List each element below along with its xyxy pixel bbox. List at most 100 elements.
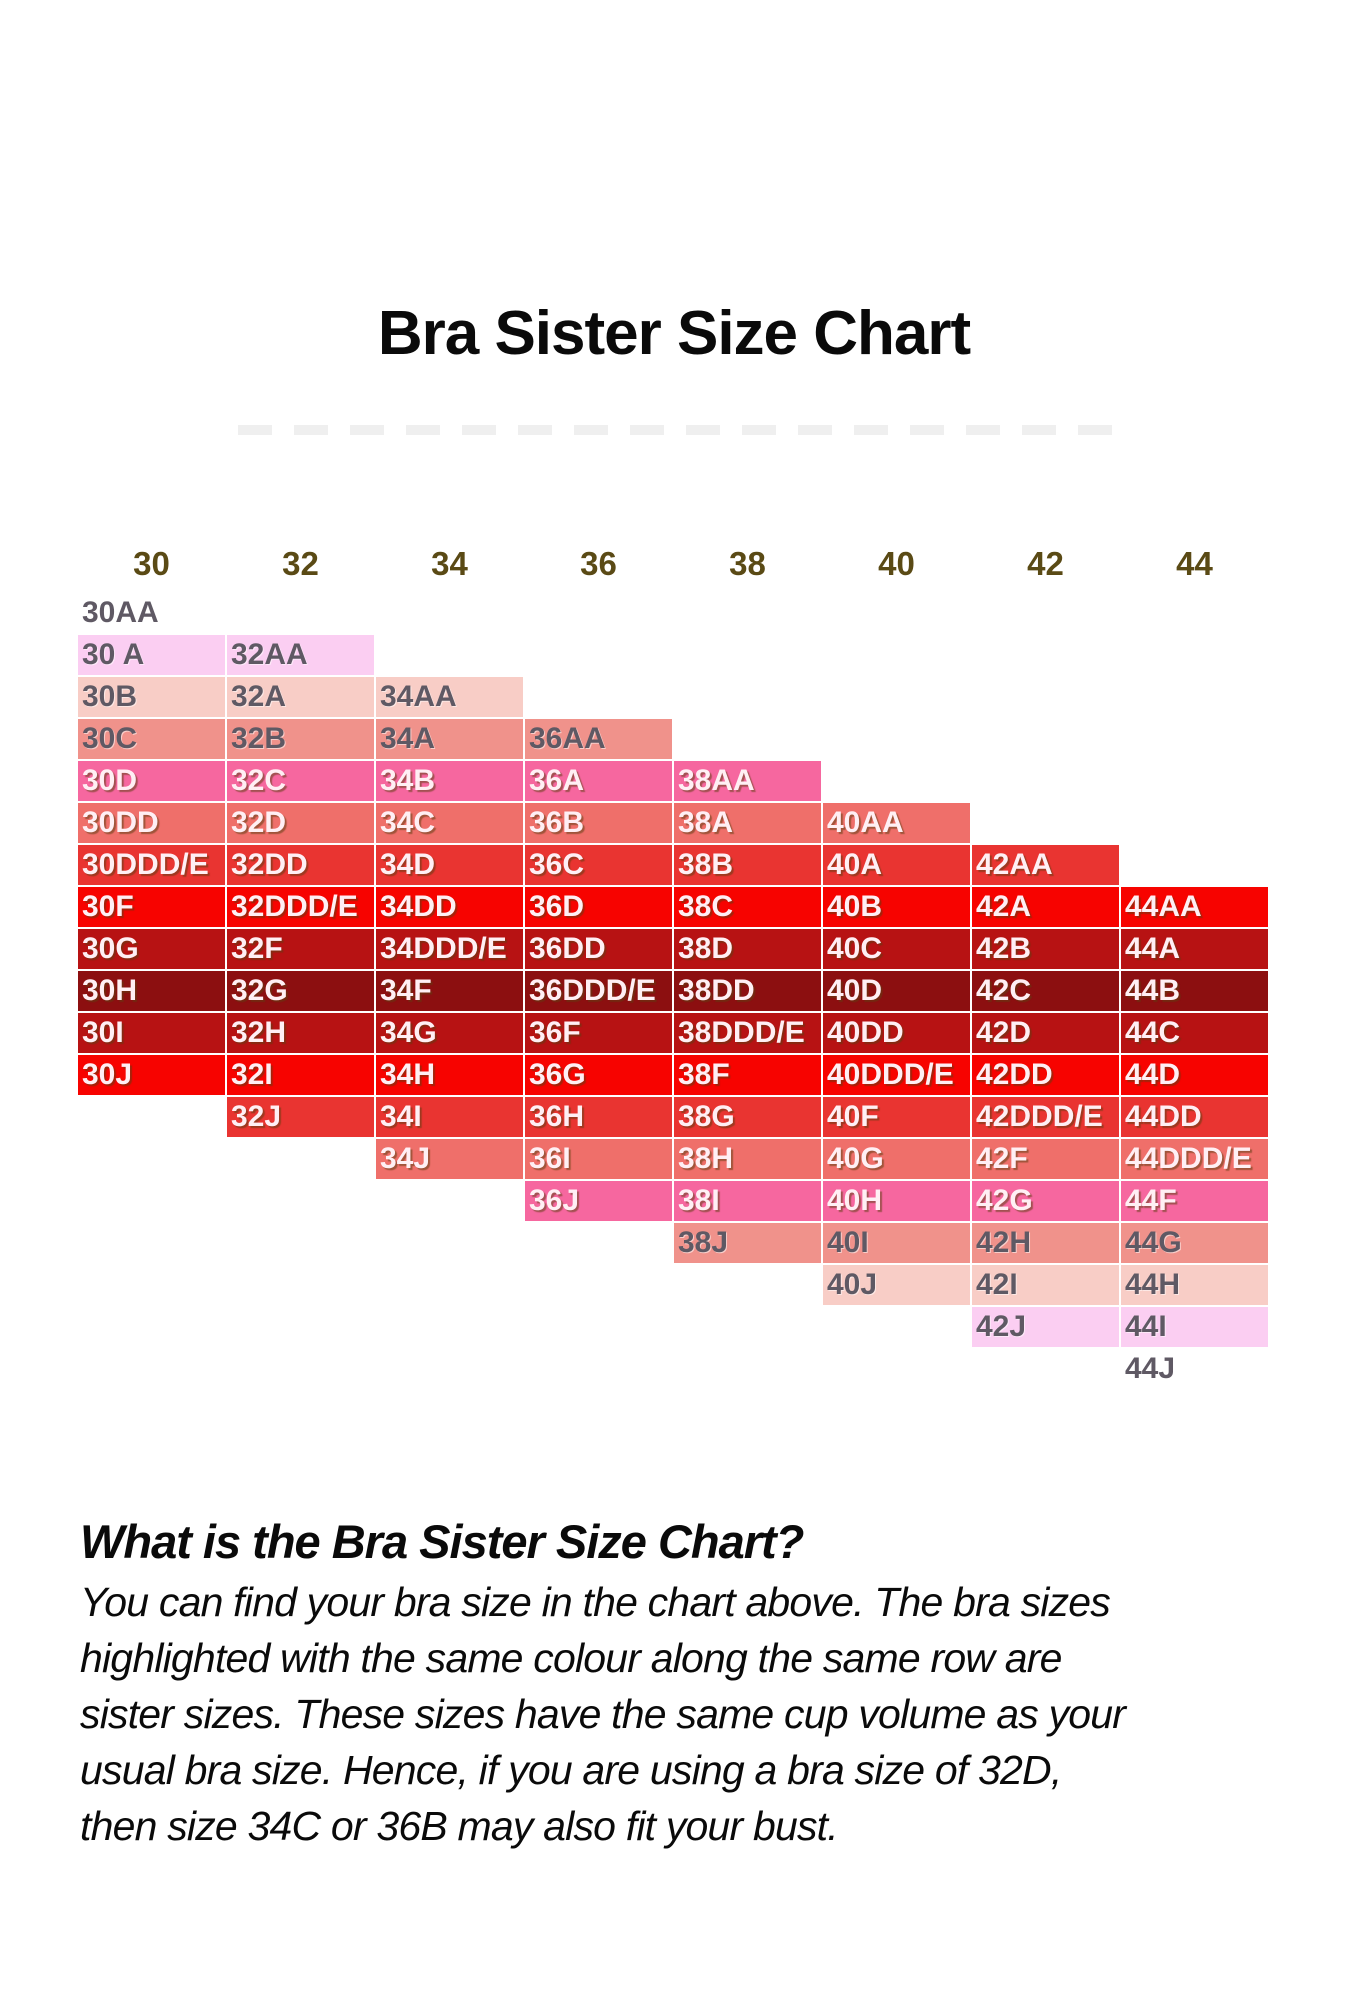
size-cell-40ddd-e: 40DDD/E (823, 1055, 970, 1095)
size-cell-44g: 44G (1121, 1223, 1268, 1263)
size-cell-38f: 38F (674, 1055, 821, 1095)
info-paragraph-line: usual bra size. Hence, if you are using … (80, 1747, 1062, 1793)
size-cell-36i: 36I (525, 1139, 672, 1179)
size-cell-44f: 44F (1121, 1181, 1268, 1221)
size-cell-40a: 40A (823, 845, 970, 885)
size-cell-36ddd-e: 36DDD/E (525, 971, 672, 1011)
size-cell-34b: 34B (376, 761, 523, 801)
size-cell-42f: 42F (972, 1139, 1119, 1179)
column-header-34: 34 (431, 545, 468, 582)
size-cell-32g: 32G (227, 971, 374, 1011)
size-cell-34aa: 34AA (376, 677, 523, 717)
info-section: What is the Bra Sister Size Chart? You c… (80, 1510, 1310, 1854)
size-cell-38j: 38J (674, 1223, 821, 1263)
faded-watermark-line (238, 425, 1113, 435)
size-cell-34g: 34G (376, 1013, 523, 1053)
size-cell-30-a: 30 A (78, 635, 225, 675)
size-cell-34j: 34J (376, 1139, 523, 1179)
column-header-44: 44 (1176, 545, 1213, 582)
size-cell-32j: 32J (227, 1097, 374, 1137)
size-cell-44a: 44A (1121, 929, 1268, 969)
size-cell-34h: 34H (376, 1055, 523, 1095)
size-cell-32h: 32H (227, 1013, 374, 1053)
size-cell-36f: 36F (525, 1013, 672, 1053)
size-cell-40i: 40I (823, 1223, 970, 1263)
size-cell-36g: 36G (525, 1055, 672, 1095)
size-cell-42a: 42A (972, 887, 1119, 927)
size-cell-38d: 38D (674, 929, 821, 969)
size-cell-34ddd-e: 34DDD/E (376, 929, 523, 969)
size-cell-32aa: 32AA (227, 635, 374, 675)
size-cell-36a: 36A (525, 761, 672, 801)
size-cell-40d: 40D (823, 971, 970, 1011)
size-cell-38h: 38H (674, 1139, 821, 1179)
info-paragraph-line: highlighted with the same colour along t… (80, 1635, 1062, 1681)
size-cell-44ddd-e: 44DDD/E (1121, 1139, 1268, 1179)
size-cell-32ddd-e: 32DDD/E (227, 887, 374, 927)
column-header-36: 36 (580, 545, 617, 582)
size-cell-40f: 40F (823, 1097, 970, 1137)
column-header-40: 40 (878, 545, 915, 582)
size-cell-42c: 42C (972, 971, 1119, 1011)
size-cell-42g: 42G (972, 1181, 1119, 1221)
size-cell-36b: 36B (525, 803, 672, 843)
size-cell-34i: 34I (376, 1097, 523, 1137)
size-cell-42ddd-e: 42DDD/E (972, 1097, 1119, 1137)
size-cell-42h: 42H (972, 1223, 1119, 1263)
size-cell-40c: 40C (823, 929, 970, 969)
size-cell-36j: 36J (525, 1181, 672, 1221)
page-title: Bra Sister Size Chart (377, 298, 971, 368)
size-cell-32b: 32B (227, 719, 374, 759)
size-cell-42dd: 42DD (972, 1055, 1119, 1095)
size-cell-38a: 38A (674, 803, 821, 843)
size-cell-40b: 40B (823, 887, 970, 927)
size-cell-34d: 34D (376, 845, 523, 885)
column-header-32: 32 (282, 545, 319, 582)
size-cell-36aa: 36AA (525, 719, 672, 759)
size-cell-44i: 44I (1121, 1307, 1268, 1347)
size-cell-44aa: 44AA (1121, 887, 1268, 927)
column-header-38: 38 (729, 545, 766, 582)
size-cell-38i: 38I (674, 1181, 821, 1221)
size-cell-42d: 42D (972, 1013, 1119, 1053)
size-cell-30dd: 30DD (78, 803, 225, 843)
size-cell-36h: 36H (525, 1097, 672, 1137)
size-cell-30c: 30C (78, 719, 225, 759)
size-cell-32d: 32D (227, 803, 374, 843)
info-paragraph-line: then size 34C or 36B may also fit your b… (80, 1803, 839, 1849)
info-heading: What is the Bra Sister Size Chart? (80, 1515, 804, 1568)
size-cell-42i: 42I (972, 1265, 1119, 1305)
size-cell-36dd: 36DD (525, 929, 672, 969)
size-cell-40aa: 40AA (823, 803, 970, 843)
size-cell-34c: 34C (376, 803, 523, 843)
size-cell-44c: 44C (1121, 1013, 1268, 1053)
size-cell-34f: 34F (376, 971, 523, 1011)
size-cell-30b: 30B (78, 677, 225, 717)
size-cell-44d: 44D (1121, 1055, 1268, 1095)
column-header-30: 30 (133, 545, 170, 582)
size-cell-32a: 32A (227, 677, 374, 717)
size-cell-32dd: 32DD (227, 845, 374, 885)
info-paragraph-line: You can find your bra size in the chart … (80, 1579, 1111, 1625)
size-cell-30g: 30G (78, 929, 225, 969)
size-cell-44b: 44B (1121, 971, 1268, 1011)
size-cell-32c: 32C (227, 761, 374, 801)
size-cell-30h: 30H (78, 971, 225, 1011)
column-header-42: 42 (1027, 545, 1064, 582)
size-cell-32f: 32F (227, 929, 374, 969)
size-cell-36c: 36C (525, 845, 672, 885)
size-cell-30ddd-e: 30DDD/E (78, 845, 225, 885)
size-cell-34dd: 34DD (376, 887, 523, 927)
size-cell-40h: 40H (823, 1181, 970, 1221)
size-cell-40j: 40J (823, 1265, 970, 1305)
size-cell-30i: 30I (78, 1013, 225, 1053)
size-cell-38aa: 38AA (674, 761, 821, 801)
size-cell-38c: 38C (674, 887, 821, 927)
size-cell-40g: 40G (823, 1139, 970, 1179)
size-cell-30j: 30J (78, 1055, 225, 1095)
size-cell-30d: 30D (78, 761, 225, 801)
size-cell-42b: 42B (972, 929, 1119, 969)
size-cell-38dd: 38DD (674, 971, 821, 1011)
size-cell-32i: 32I (227, 1055, 374, 1095)
size-cell-42aa: 42AA (972, 845, 1119, 885)
